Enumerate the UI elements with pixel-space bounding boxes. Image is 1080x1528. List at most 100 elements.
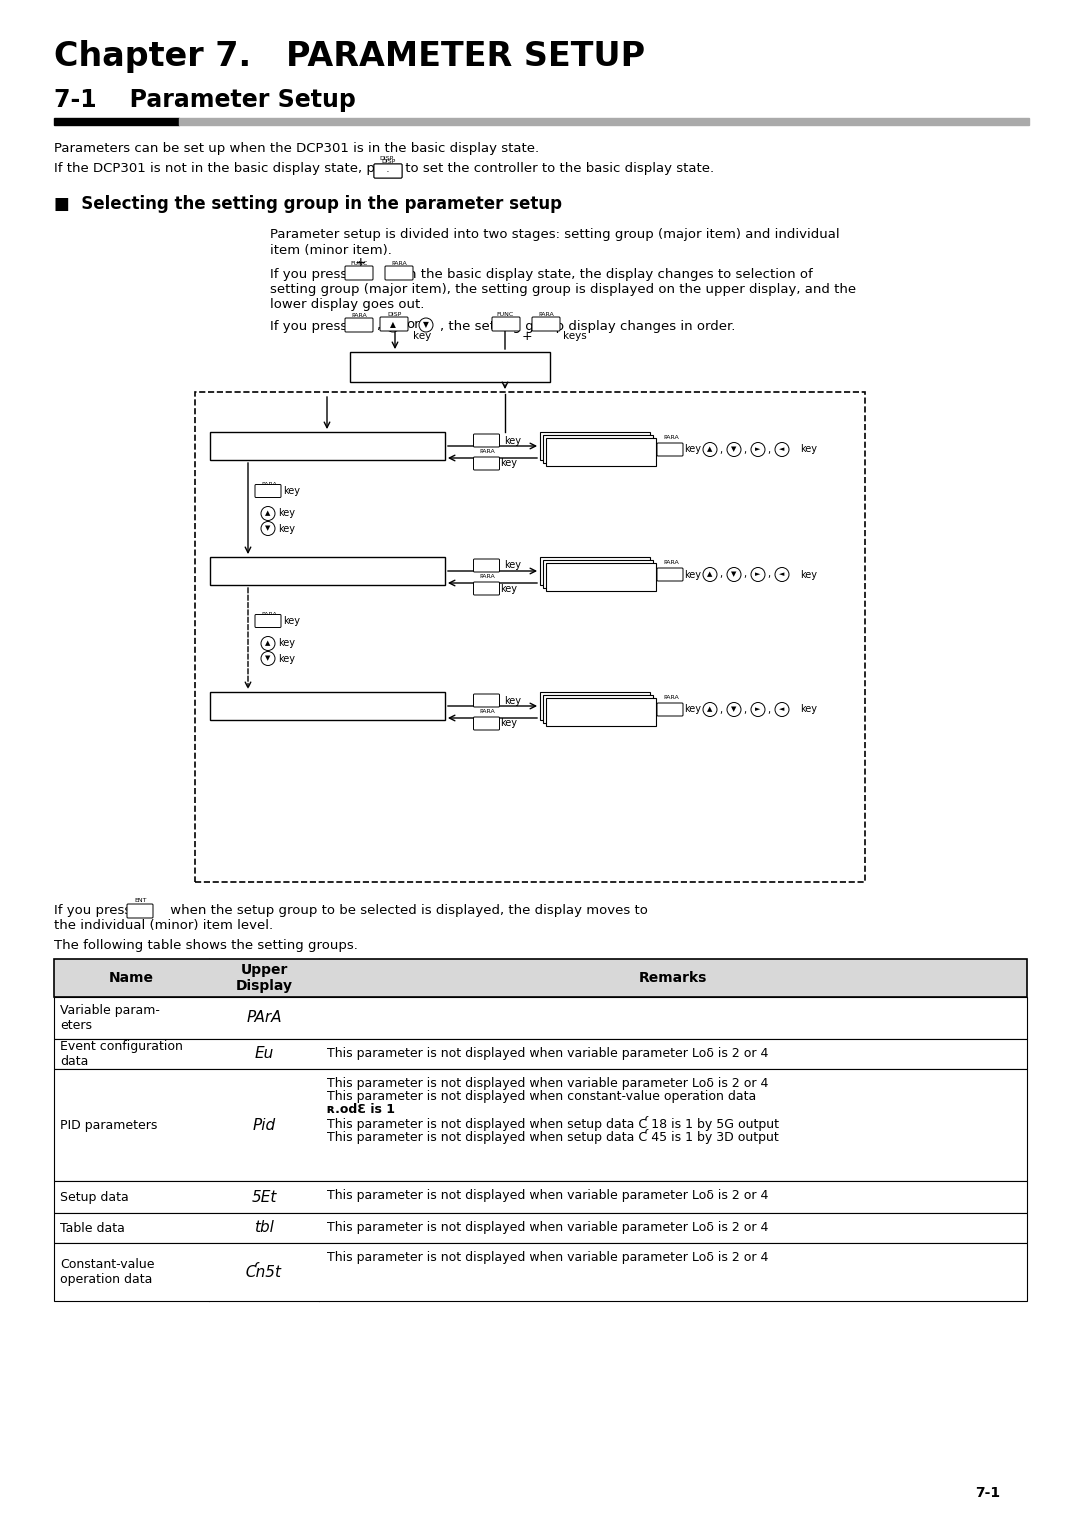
- Text: ENT: ENT: [482, 437, 494, 442]
- FancyBboxPatch shape: [532, 316, 561, 332]
- Circle shape: [751, 567, 765, 582]
- Text: key: key: [278, 509, 295, 518]
- Text: FUNC: FUNC: [497, 312, 514, 316]
- Text: Parameters can be set up when the DCP301 is in the basic display state.: Parameters can be set up when the DCP301…: [54, 142, 539, 154]
- Text: ▲: ▲: [707, 706, 713, 712]
- Text: key: key: [500, 584, 517, 593]
- Text: ◄: ◄: [780, 706, 785, 712]
- FancyBboxPatch shape: [374, 163, 402, 177]
- Bar: [210, 692, 445, 720]
- Text: PARA: PARA: [391, 261, 407, 266]
- Text: ►: ►: [755, 571, 760, 578]
- Text: ▲: ▲: [707, 571, 713, 578]
- FancyBboxPatch shape: [657, 703, 683, 717]
- Text: in the basic display state, the display changes to selection of: in the basic display state, the display …: [400, 267, 813, 281]
- Text: , the setting group display changes in order.: , the setting group display changes in o…: [440, 319, 735, 333]
- Circle shape: [703, 443, 717, 457]
- Text: Parameter setup is divided into two stages: setting group (major item) and indiv: Parameter setup is divided into two stag…: [270, 228, 839, 241]
- Text: If the DCP301 is not in the basic display state, press: If the DCP301 is not in the basic displa…: [54, 162, 402, 176]
- Bar: [540, 692, 650, 720]
- Circle shape: [775, 443, 789, 457]
- Text: key: key: [278, 524, 295, 533]
- Text: key: key: [504, 561, 522, 570]
- Bar: [54, 960, 1027, 996]
- Text: key: key: [800, 704, 816, 715]
- FancyBboxPatch shape: [255, 614, 281, 628]
- Text: ►: ►: [755, 706, 760, 712]
- Text: This parameter is not displayed when variable parameter Loẟ is 2 or 4: This parameter is not displayed when var…: [327, 1189, 768, 1203]
- FancyBboxPatch shape: [492, 316, 519, 332]
- Text: ▲: ▲: [390, 321, 396, 330]
- Text: ►: ►: [755, 446, 760, 452]
- Bar: [540, 432, 650, 460]
- Text: ▼: ▼: [731, 706, 737, 712]
- FancyBboxPatch shape: [473, 559, 499, 571]
- Circle shape: [775, 703, 789, 717]
- Text: This parameter is not displayed when variable parameter Loẟ is 2 or 4: This parameter is not displayed when var…: [327, 1221, 768, 1235]
- Text: key: key: [283, 616, 300, 626]
- FancyBboxPatch shape: [345, 266, 373, 280]
- FancyBboxPatch shape: [473, 434, 499, 448]
- Text: The following table shows the setting groups.: The following table shows the setting gr…: [54, 940, 357, 952]
- Text: ■  Selecting the setting group in the parameter setup: ■ Selecting the setting group in the par…: [54, 196, 562, 212]
- Text: Individual items: Individual items: [556, 704, 639, 714]
- Text: Chapter 7.   PARAMETER SETUP: Chapter 7. PARAMETER SETUP: [54, 40, 645, 73]
- Text: 7-1: 7-1: [975, 1487, 1000, 1500]
- Text: ʀ.odƐ is 1: ʀ.odƐ is 1: [327, 1103, 395, 1115]
- Text: ,: ,: [719, 570, 723, 579]
- Text: ,: ,: [768, 445, 770, 454]
- Text: keys: keys: [563, 332, 586, 341]
- Text: to set the controller to the basic display state.: to set the controller to the basic displ…: [401, 162, 714, 176]
- Text: setting group (major item), the setting group is displayed on the upper display,: setting group (major item), the setting …: [270, 283, 856, 296]
- Text: key: key: [684, 704, 701, 715]
- Text: Eu: Eu: [255, 1047, 273, 1062]
- Text: ENT: ENT: [482, 697, 494, 701]
- Text: Name: Name: [109, 970, 154, 986]
- Text: ◄: ◄: [780, 571, 785, 578]
- Bar: [210, 558, 445, 585]
- Text: ▲: ▲: [266, 640, 271, 646]
- Bar: [210, 432, 445, 460]
- Text: Individual items: Individual items: [556, 445, 639, 454]
- Text: key: key: [684, 445, 701, 454]
- FancyBboxPatch shape: [473, 457, 499, 471]
- Text: PARA: PARA: [663, 559, 679, 565]
- Text: Event configuration
data: Event configuration data: [60, 1041, 183, 1068]
- Bar: [350, 351, 550, 382]
- Text: ▲: ▲: [266, 510, 271, 516]
- Text: key: key: [684, 570, 701, 579]
- FancyBboxPatch shape: [255, 484, 281, 498]
- Text: PARA: PARA: [480, 449, 496, 454]
- Text: ,: ,: [376, 318, 380, 332]
- Text: Setting group 2 (major items) selection: Setting group 2 (major items) selection: [218, 565, 437, 576]
- Text: key: key: [504, 435, 522, 446]
- Circle shape: [727, 703, 741, 717]
- FancyBboxPatch shape: [345, 318, 373, 332]
- Text: ,: ,: [743, 704, 746, 715]
- Text: Pid: Pid: [253, 1117, 275, 1132]
- Text: key: key: [504, 695, 522, 706]
- FancyBboxPatch shape: [384, 266, 413, 280]
- FancyBboxPatch shape: [473, 582, 499, 594]
- Text: key: key: [413, 332, 431, 341]
- Text: Individual items: Individual items: [556, 568, 639, 579]
- Text: ,: ,: [768, 570, 770, 579]
- Text: DISP: DISP: [387, 312, 401, 316]
- Text: 7-1    Parameter Setup: 7-1 Parameter Setup: [54, 89, 356, 112]
- Circle shape: [419, 318, 433, 332]
- Bar: [195, 393, 865, 882]
- FancyBboxPatch shape: [473, 694, 499, 707]
- Text: DISP: DISP: [381, 159, 395, 163]
- Circle shape: [703, 567, 717, 582]
- Circle shape: [261, 637, 275, 651]
- Text: key: key: [500, 718, 517, 729]
- Text: +: +: [354, 257, 366, 270]
- Circle shape: [261, 506, 275, 521]
- Text: Remarks: Remarks: [638, 970, 707, 986]
- Text: ENT: ENT: [135, 898, 147, 903]
- Text: PARA: PARA: [261, 611, 276, 616]
- Circle shape: [727, 443, 741, 457]
- Text: PARA: PARA: [663, 435, 679, 440]
- Text: PArA: PArA: [246, 1010, 282, 1025]
- Text: ▼: ▼: [266, 526, 271, 532]
